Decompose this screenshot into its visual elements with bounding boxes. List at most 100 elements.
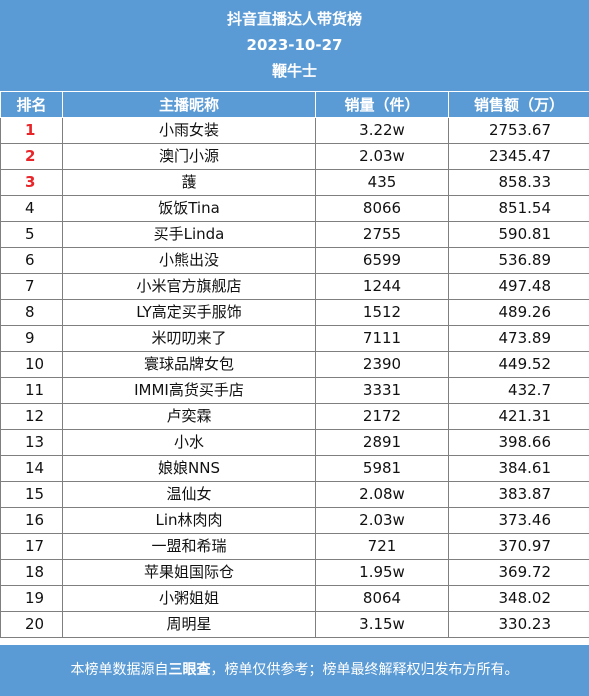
sales-cell: 2.08w bbox=[315, 481, 449, 508]
gmv-cell: 384.61 bbox=[448, 455, 589, 482]
rank-cell: 13 bbox=[0, 429, 63, 456]
gmv-cell: 330.23 bbox=[448, 611, 589, 638]
rank-cell: 9 bbox=[0, 325, 63, 352]
ranking-date: 2023-10-27 bbox=[246, 36, 343, 54]
page-title: 抖音直播达人带货榜 bbox=[226, 10, 362, 28]
rank-cell: 16 bbox=[0, 507, 63, 534]
table-row: 15 温仙女 2.08w 383.87 bbox=[0, 481, 589, 508]
gmv-cell: 851.54 bbox=[448, 195, 589, 222]
data-source: 三眼查 bbox=[168, 662, 211, 678]
gmv-cell: 373.46 bbox=[448, 507, 589, 534]
anchor-name-cell: 周明星 bbox=[62, 611, 316, 638]
rank-cell: 1 bbox=[0, 117, 63, 144]
gmv-cell: 536.89 bbox=[448, 247, 589, 274]
sales-cell: 3331 bbox=[315, 377, 449, 404]
table-row: 13 小水 2891 398.66 bbox=[0, 429, 589, 456]
footer-suffix: ，榜单仅供参考；榜单最终解释权归发布方所有。 bbox=[210, 662, 519, 678]
table-row: 19 小粥姐姐 8064 348.02 bbox=[0, 585, 589, 612]
rank-cell: 5 bbox=[0, 221, 63, 248]
anchor-name-cell: 卢奕霖 bbox=[62, 403, 316, 430]
table-row: 18 苹果姐国际仓 1.95w 369.72 bbox=[0, 559, 589, 586]
anchor-name-cell: LY高定买手服饰 bbox=[62, 299, 316, 326]
anchor-name-cell: 温仙女 bbox=[62, 481, 316, 508]
sales-cell: 8064 bbox=[315, 585, 449, 612]
table-header-row: 排名 主播昵称 销量（件） 销售额（万） bbox=[0, 91, 589, 118]
anchor-name-cell: 一盟和希瑞 bbox=[62, 533, 316, 560]
column-header-rank: 排名 bbox=[0, 91, 63, 118]
sales-cell: 721 bbox=[315, 533, 449, 560]
rank-cell: 12 bbox=[0, 403, 63, 430]
sales-cell: 2172 bbox=[315, 403, 449, 430]
anchor-name-cell: 小米官方旗舰店 bbox=[62, 273, 316, 300]
gmv-cell: 858.33 bbox=[448, 169, 589, 196]
gmv-cell: 2753.67 bbox=[448, 117, 589, 144]
anchor-name-cell: 米叨叨来了 bbox=[62, 325, 316, 352]
anchor-name-cell: 苹果姐国际仓 bbox=[62, 559, 316, 586]
anchor-name-cell: IMMI高货买手店 bbox=[62, 377, 316, 404]
sales-cell: 5981 bbox=[315, 455, 449, 482]
rank-cell: 15 bbox=[0, 481, 63, 508]
table-row: 6 小熊出没 6599 536.89 bbox=[0, 247, 589, 274]
table-row: 1 小雨女装 3.22w 2753.67 bbox=[0, 117, 589, 144]
gmv-cell: 369.72 bbox=[448, 559, 589, 586]
anchor-name-cell: 小粥姐姐 bbox=[62, 585, 316, 612]
table-row: 17 一盟和希瑞 721 370.97 bbox=[0, 533, 589, 560]
anchor-name-cell: 娘娘NNS bbox=[62, 455, 316, 482]
rank-cell: 18 bbox=[0, 559, 63, 586]
column-header-sales: 销量（件） bbox=[315, 91, 449, 118]
sales-cell: 1.95w bbox=[315, 559, 449, 586]
gmv-cell: 432.7 bbox=[448, 377, 589, 404]
sales-cell: 2.03w bbox=[315, 507, 449, 534]
gmv-cell: 383.87 bbox=[448, 481, 589, 508]
sales-cell: 1244 bbox=[315, 273, 449, 300]
sales-cell: 2390 bbox=[315, 351, 449, 378]
anchor-name-cell: 小水 bbox=[62, 429, 316, 456]
table-row: 2 澳门小源 2.03w 2345.47 bbox=[0, 143, 589, 170]
rank-cell: 7 bbox=[0, 273, 63, 300]
anchor-name-cell: 寰球品牌女包 bbox=[62, 351, 316, 378]
anchor-name-cell: 饭饭Tina bbox=[62, 195, 316, 222]
anchor-name-cell: Lin林肉肉 bbox=[62, 507, 316, 534]
anchor-name-cell: 澳门小源 bbox=[62, 143, 316, 170]
sales-cell: 1512 bbox=[315, 299, 449, 326]
sales-cell: 2755 bbox=[315, 221, 449, 248]
column-header-anchor: 主播昵称 bbox=[62, 91, 316, 118]
rank-cell: 2 bbox=[0, 143, 63, 170]
gmv-cell: 473.89 bbox=[448, 325, 589, 352]
gmv-cell: 449.52 bbox=[448, 351, 589, 378]
rank-cell: 17 bbox=[0, 533, 63, 560]
rank-cell: 8 bbox=[0, 299, 63, 326]
rank-cell: 10 bbox=[0, 351, 63, 378]
gmv-cell: 2345.47 bbox=[448, 143, 589, 170]
table-row: 10 寰球品牌女包 2390 449.52 bbox=[0, 351, 589, 378]
rank-cell: 3 bbox=[0, 169, 63, 196]
table-row: 4 饭饭Tina 8066 851.54 bbox=[0, 195, 589, 222]
rank-cell: 19 bbox=[0, 585, 63, 612]
ranking-table: 排名 主播昵称 销量（件） 销售额（万） 1 小雨女装 3.22w 2753.67 2 澳… bbox=[0, 91, 589, 638]
sales-cell: 3.15w bbox=[315, 611, 449, 638]
rank-cell: 11 bbox=[0, 377, 63, 404]
table-row: 9 米叨叨来了 7111 473.89 bbox=[0, 325, 589, 352]
anchor-name-cell: 小熊出没 bbox=[62, 247, 316, 274]
table-row: 11 IMMI高货买手店 3331 432.7 bbox=[0, 377, 589, 404]
rank-cell: 20 bbox=[0, 611, 63, 638]
sales-cell: 3.22w bbox=[315, 117, 449, 144]
gmv-cell: 497.48 bbox=[448, 273, 589, 300]
gmv-cell: 489.26 bbox=[448, 299, 589, 326]
footer-prefix: 本榜单数据源自 bbox=[70, 662, 169, 678]
column-header-gmv: 销售额（万） bbox=[448, 91, 589, 118]
gmv-cell: 370.97 bbox=[448, 533, 589, 560]
gmv-cell: 421.31 bbox=[448, 403, 589, 430]
rank-cell: 14 bbox=[0, 455, 63, 482]
sales-cell: 8066 bbox=[315, 195, 449, 222]
table-row: 3 䕶 435 858.33 bbox=[0, 169, 589, 196]
rank-cell: 6 bbox=[0, 247, 63, 274]
table-row: 8 LY高定买手服饰 1512 489.26 bbox=[0, 299, 589, 326]
sales-cell: 7111 bbox=[315, 325, 449, 352]
anchor-name-cell: 买手Linda bbox=[62, 221, 316, 248]
table-row: 20 周明星 3.15w 330.23 bbox=[0, 611, 589, 638]
table-row: 16 Lin林肉肉 2.03w 373.46 bbox=[0, 507, 589, 534]
anchor-name-cell: 小雨女装 bbox=[62, 117, 316, 144]
rank-cell: 4 bbox=[0, 195, 63, 222]
